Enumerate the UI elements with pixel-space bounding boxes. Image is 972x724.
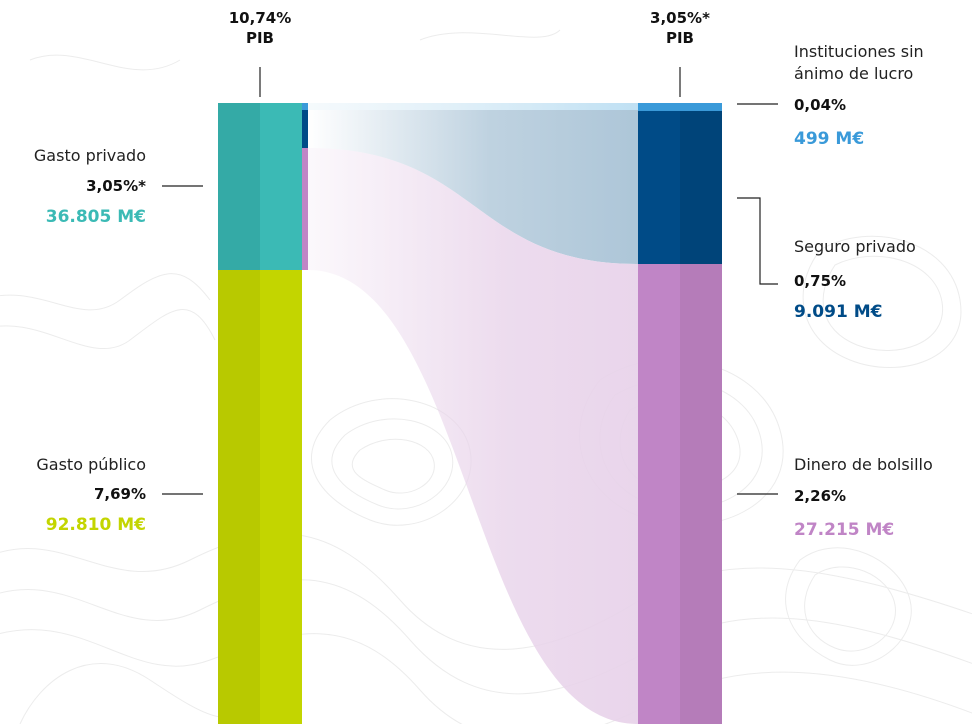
left-column-header: 10,74% PIB [210, 8, 310, 48]
gasto-publico-pct: 7,69% [93, 485, 146, 503]
flow-instituciones [308, 103, 638, 110]
instituciones-name: Instituciones sin ánimo de lucro [794, 41, 924, 85]
seguro-privado-name: Seguro privado [794, 237, 916, 256]
gasto-publico-name: Gasto público [36, 455, 146, 474]
instituciones-amount: 499 M€ [794, 129, 865, 149]
seguro-privado-amount: 9.091 M€ [794, 302, 883, 322]
instituciones-name-line-1: Instituciones sin [794, 42, 924, 61]
strip-seguro-privado [302, 110, 308, 148]
strip-instituciones [302, 103, 308, 110]
gasto-privado-pct: 3,05%* [86, 177, 146, 195]
bar-seguro-privado-shade [680, 111, 722, 264]
right-column-unit: PIB [665, 29, 694, 47]
strip-dinero-bolsillo [302, 148, 308, 270]
flow-seguro-privado [308, 110, 638, 264]
gasto-publico-amount: 92.810 M€ [45, 515, 146, 535]
gasto-privado-name: Gasto privado [33, 146, 146, 165]
dinero-bolsillo-pct: 2,26% [794, 487, 847, 505]
connector-seguro-privado [737, 197, 778, 285]
right-column-pct: 3,05%* [650, 9, 710, 27]
left-column-unit: PIB [245, 29, 274, 47]
dinero-bolsillo-name: Dinero de bolsillo [794, 455, 933, 474]
flow-dinero-bolsillo [308, 148, 638, 724]
bar-dinero-bolsillo-shade [680, 264, 722, 724]
seguro-privado-pct: 0,75% [794, 272, 847, 290]
dinero-bolsillo-amount: 27.215 M€ [794, 520, 895, 540]
gasto-privado-amount: 36.805 M€ [45, 207, 146, 227]
bar-gasto-privado-shade [218, 103, 260, 270]
bar-instituciones [638, 103, 722, 111]
bar-gasto-publico-shade [218, 270, 260, 724]
instituciones-name-line-2: ánimo de lucro [794, 64, 914, 83]
left-column-pct: 10,74% [228, 9, 292, 27]
right-column-header: 3,05%* PIB [630, 8, 730, 48]
instituciones-pct: 0,04% [794, 96, 847, 114]
